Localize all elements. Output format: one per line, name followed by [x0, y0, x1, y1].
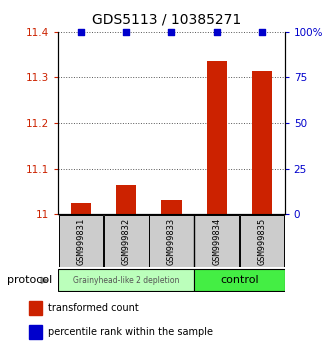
Point — [78, 29, 84, 35]
Bar — [252, 70, 272, 214]
Point — [259, 29, 265, 35]
Bar — [71, 203, 91, 214]
FancyBboxPatch shape — [104, 215, 149, 267]
Text: GSM999835: GSM999835 — [257, 217, 267, 265]
Text: control: control — [220, 275, 259, 285]
Bar — [206, 62, 227, 214]
FancyBboxPatch shape — [240, 215, 284, 267]
FancyBboxPatch shape — [194, 215, 239, 267]
FancyBboxPatch shape — [58, 269, 194, 291]
Text: protocol: protocol — [7, 275, 52, 285]
Text: percentile rank within the sample: percentile rank within the sample — [48, 327, 213, 337]
Bar — [29, 301, 42, 315]
Bar — [29, 325, 42, 339]
Text: GSM999834: GSM999834 — [212, 217, 221, 265]
FancyBboxPatch shape — [194, 269, 285, 291]
FancyBboxPatch shape — [149, 215, 194, 267]
Text: transformed count: transformed count — [48, 303, 139, 313]
Bar — [161, 200, 182, 214]
Point — [169, 29, 174, 35]
Bar — [116, 184, 137, 214]
Text: GSM999831: GSM999831 — [76, 217, 86, 265]
Text: Grainyhead-like 2 depletion: Grainyhead-like 2 depletion — [73, 275, 179, 285]
Text: GDS5113 / 10385271: GDS5113 / 10385271 — [92, 12, 241, 27]
FancyBboxPatch shape — [59, 215, 103, 267]
Point — [214, 29, 219, 35]
Text: GSM999832: GSM999832 — [122, 217, 131, 265]
Text: GSM999833: GSM999833 — [167, 217, 176, 265]
Point — [124, 29, 129, 35]
